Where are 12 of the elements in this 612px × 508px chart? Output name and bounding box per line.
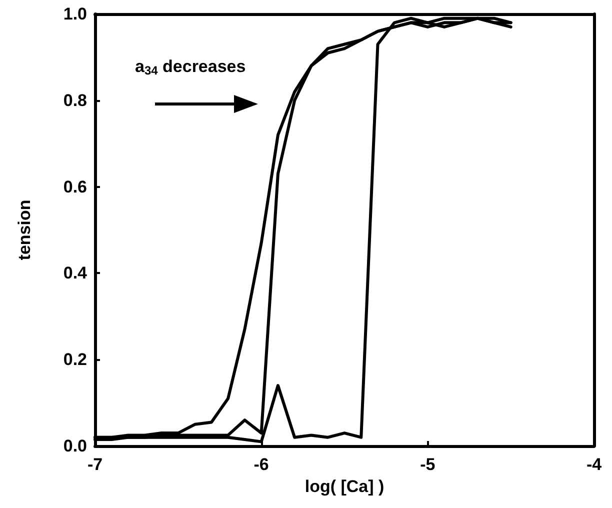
x-tick-label: -5 xyxy=(420,455,436,474)
x-axis-title: log( [Ca] ) xyxy=(304,477,384,496)
x-tick-label: -4 xyxy=(586,455,602,474)
x-tick-label: -6 xyxy=(254,455,269,474)
x-tick-label: -7 xyxy=(87,455,103,474)
y-tick-label: 0.6 xyxy=(63,177,87,196)
y-tick-label: 1.0 xyxy=(63,4,87,24)
y-tick-label: 0.8 xyxy=(63,90,87,110)
y-tick-label: 0.4 xyxy=(63,264,88,283)
y-tick-label: 0.0 xyxy=(63,436,87,456)
y-axis-title: tension xyxy=(15,200,34,260)
y-tick-label: 0.2 xyxy=(63,350,87,370)
